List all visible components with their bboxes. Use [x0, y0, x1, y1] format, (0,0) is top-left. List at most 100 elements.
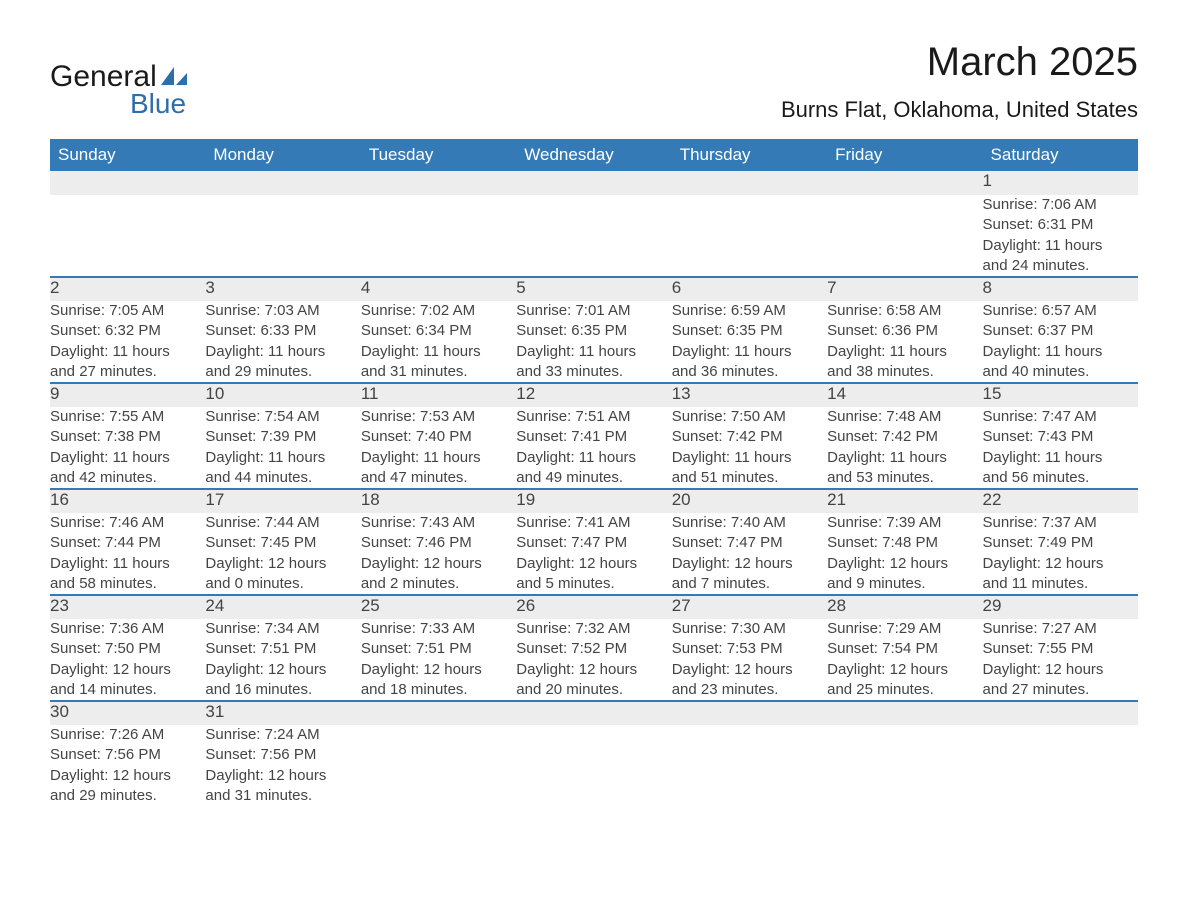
day-number-cell	[50, 171, 205, 195]
day-ss: Sunset: 7:45 PM	[205, 533, 360, 553]
day-number-cell: 8	[983, 277, 1138, 301]
day-detail-cell	[205, 195, 360, 277]
day-ss: Sunset: 7:38 PM	[50, 427, 205, 447]
day-d1: Daylight: 11 hours	[50, 342, 205, 362]
day-d1: Daylight: 12 hours	[361, 660, 516, 680]
day-number-cell: 26	[516, 595, 671, 619]
day-d2: and 29 minutes.	[50, 786, 205, 806]
day-d1: Daylight: 11 hours	[672, 342, 827, 362]
day-detail-cell	[672, 195, 827, 277]
day-sr: Sunrise: 7:02 AM	[361, 301, 516, 321]
day-sr: Sunrise: 7:46 AM	[50, 513, 205, 533]
day-detail-cell	[672, 725, 827, 806]
day-sr: Sunrise: 7:03 AM	[205, 301, 360, 321]
day-d1: Daylight: 12 hours	[672, 660, 827, 680]
day-number-cell	[361, 171, 516, 195]
day-sr: Sunrise: 7:50 AM	[672, 407, 827, 427]
day-sr: Sunrise: 7:47 AM	[983, 407, 1138, 427]
day-d2: and 49 minutes.	[516, 468, 671, 488]
day-detail-cell: Sunrise: 7:02 AMSunset: 6:34 PMDaylight:…	[361, 301, 516, 383]
day-ss: Sunset: 7:56 PM	[50, 745, 205, 765]
day-detail-cell: Sunrise: 7:55 AMSunset: 7:38 PMDaylight:…	[50, 407, 205, 489]
day-detail-cell: Sunrise: 7:46 AMSunset: 7:44 PMDaylight:…	[50, 513, 205, 595]
day-number-cell: 20	[672, 489, 827, 513]
day-d2: and 24 minutes.	[983, 256, 1138, 276]
day-detail-cell: Sunrise: 7:29 AMSunset: 7:54 PMDaylight:…	[827, 619, 982, 701]
day-detail-row: Sunrise: 7:26 AMSunset: 7:56 PMDaylight:…	[50, 725, 1138, 806]
day-d1: Daylight: 11 hours	[983, 342, 1138, 362]
day-ss: Sunset: 7:40 PM	[361, 427, 516, 447]
day-sr: Sunrise: 7:27 AM	[983, 619, 1138, 639]
day-d2: and 25 minutes.	[827, 680, 982, 700]
day-number-cell: 13	[672, 383, 827, 407]
header: General Blue March 2025 Burns Flat, Okla…	[50, 40, 1138, 131]
day-detail-cell: Sunrise: 7:24 AMSunset: 7:56 PMDaylight:…	[205, 725, 360, 806]
day-ss: Sunset: 6:35 PM	[672, 321, 827, 341]
day-d2: and 31 minutes.	[361, 362, 516, 382]
day-number-cell: 31	[205, 701, 360, 725]
location: Burns Flat, Oklahoma, United States	[781, 97, 1138, 123]
day-number-cell: 17	[205, 489, 360, 513]
day-detail-cell: Sunrise: 7:27 AMSunset: 7:55 PMDaylight:…	[983, 619, 1138, 701]
day-number-cell: 12	[516, 383, 671, 407]
day-d2: and 42 minutes.	[50, 468, 205, 488]
day-ss: Sunset: 7:47 PM	[672, 533, 827, 553]
day-detail-cell	[361, 195, 516, 277]
day-detail-cell: Sunrise: 7:47 AMSunset: 7:43 PMDaylight:…	[983, 407, 1138, 489]
day-d1: Daylight: 12 hours	[205, 660, 360, 680]
day-d2: and 2 minutes.	[361, 574, 516, 594]
day-d1: Daylight: 12 hours	[516, 660, 671, 680]
day-number-cell: 11	[361, 383, 516, 407]
day-d1: Daylight: 12 hours	[50, 660, 205, 680]
day-number-cell: 3	[205, 277, 360, 301]
day-sr: Sunrise: 7:30 AM	[672, 619, 827, 639]
logo: General Blue	[50, 60, 187, 120]
day-number-cell	[516, 171, 671, 195]
day-d1: Daylight: 11 hours	[205, 342, 360, 362]
day-number-cell: 22	[983, 489, 1138, 513]
day-detail-cell: Sunrise: 7:03 AMSunset: 6:33 PMDaylight:…	[205, 301, 360, 383]
day-d2: and 31 minutes.	[205, 786, 360, 806]
day-number-cell: 10	[205, 383, 360, 407]
day-detail-cell: Sunrise: 7:01 AMSunset: 6:35 PMDaylight:…	[516, 301, 671, 383]
day-d2: and 0 minutes.	[205, 574, 360, 594]
day-ss: Sunset: 7:42 PM	[827, 427, 982, 447]
day-ss: Sunset: 6:31 PM	[983, 215, 1138, 235]
day-detail-cell	[50, 195, 205, 277]
day-d1: Daylight: 12 hours	[516, 554, 671, 574]
day-number-cell: 29	[983, 595, 1138, 619]
day-number-row: 1	[50, 171, 1138, 195]
day-ss: Sunset: 7:46 PM	[361, 533, 516, 553]
day-number-cell	[827, 171, 982, 195]
day-d2: and 40 minutes.	[983, 362, 1138, 382]
day-number-cell: 23	[50, 595, 205, 619]
weekday-header: Sunday	[50, 139, 205, 171]
day-ss: Sunset: 7:39 PM	[205, 427, 360, 447]
day-detail-cell: Sunrise: 7:39 AMSunset: 7:48 PMDaylight:…	[827, 513, 982, 595]
day-d1: Daylight: 12 hours	[827, 660, 982, 680]
day-number-cell: 30	[50, 701, 205, 725]
day-sr: Sunrise: 7:51 AM	[516, 407, 671, 427]
logo-sail-icon	[161, 67, 187, 87]
day-detail-cell: Sunrise: 7:26 AMSunset: 7:56 PMDaylight:…	[50, 725, 205, 806]
day-detail-cell: Sunrise: 7:43 AMSunset: 7:46 PMDaylight:…	[361, 513, 516, 595]
day-number-cell: 21	[827, 489, 982, 513]
day-d2: and 44 minutes.	[205, 468, 360, 488]
day-number-cell: 27	[672, 595, 827, 619]
day-d2: and 47 minutes.	[361, 468, 516, 488]
day-detail-row: Sunrise: 7:05 AMSunset: 6:32 PMDaylight:…	[50, 301, 1138, 383]
weekday-header: Monday	[205, 139, 360, 171]
day-d1: Daylight: 12 hours	[672, 554, 827, 574]
day-sr: Sunrise: 7:43 AM	[361, 513, 516, 533]
day-sr: Sunrise: 7:55 AM	[50, 407, 205, 427]
day-ss: Sunset: 7:55 PM	[983, 639, 1138, 659]
day-detail-cell: Sunrise: 7:30 AMSunset: 7:53 PMDaylight:…	[672, 619, 827, 701]
logo-text-blue: Blue	[130, 88, 186, 120]
day-detail-row: Sunrise: 7:06 AMSunset: 6:31 PMDaylight:…	[50, 195, 1138, 277]
day-detail-row: Sunrise: 7:36 AMSunset: 7:50 PMDaylight:…	[50, 619, 1138, 701]
day-detail-cell: Sunrise: 7:06 AMSunset: 6:31 PMDaylight:…	[983, 195, 1138, 277]
day-detail-cell	[361, 725, 516, 806]
day-detail-cell	[827, 725, 982, 806]
day-detail-cell: Sunrise: 7:32 AMSunset: 7:52 PMDaylight:…	[516, 619, 671, 701]
day-sr: Sunrise: 7:34 AM	[205, 619, 360, 639]
